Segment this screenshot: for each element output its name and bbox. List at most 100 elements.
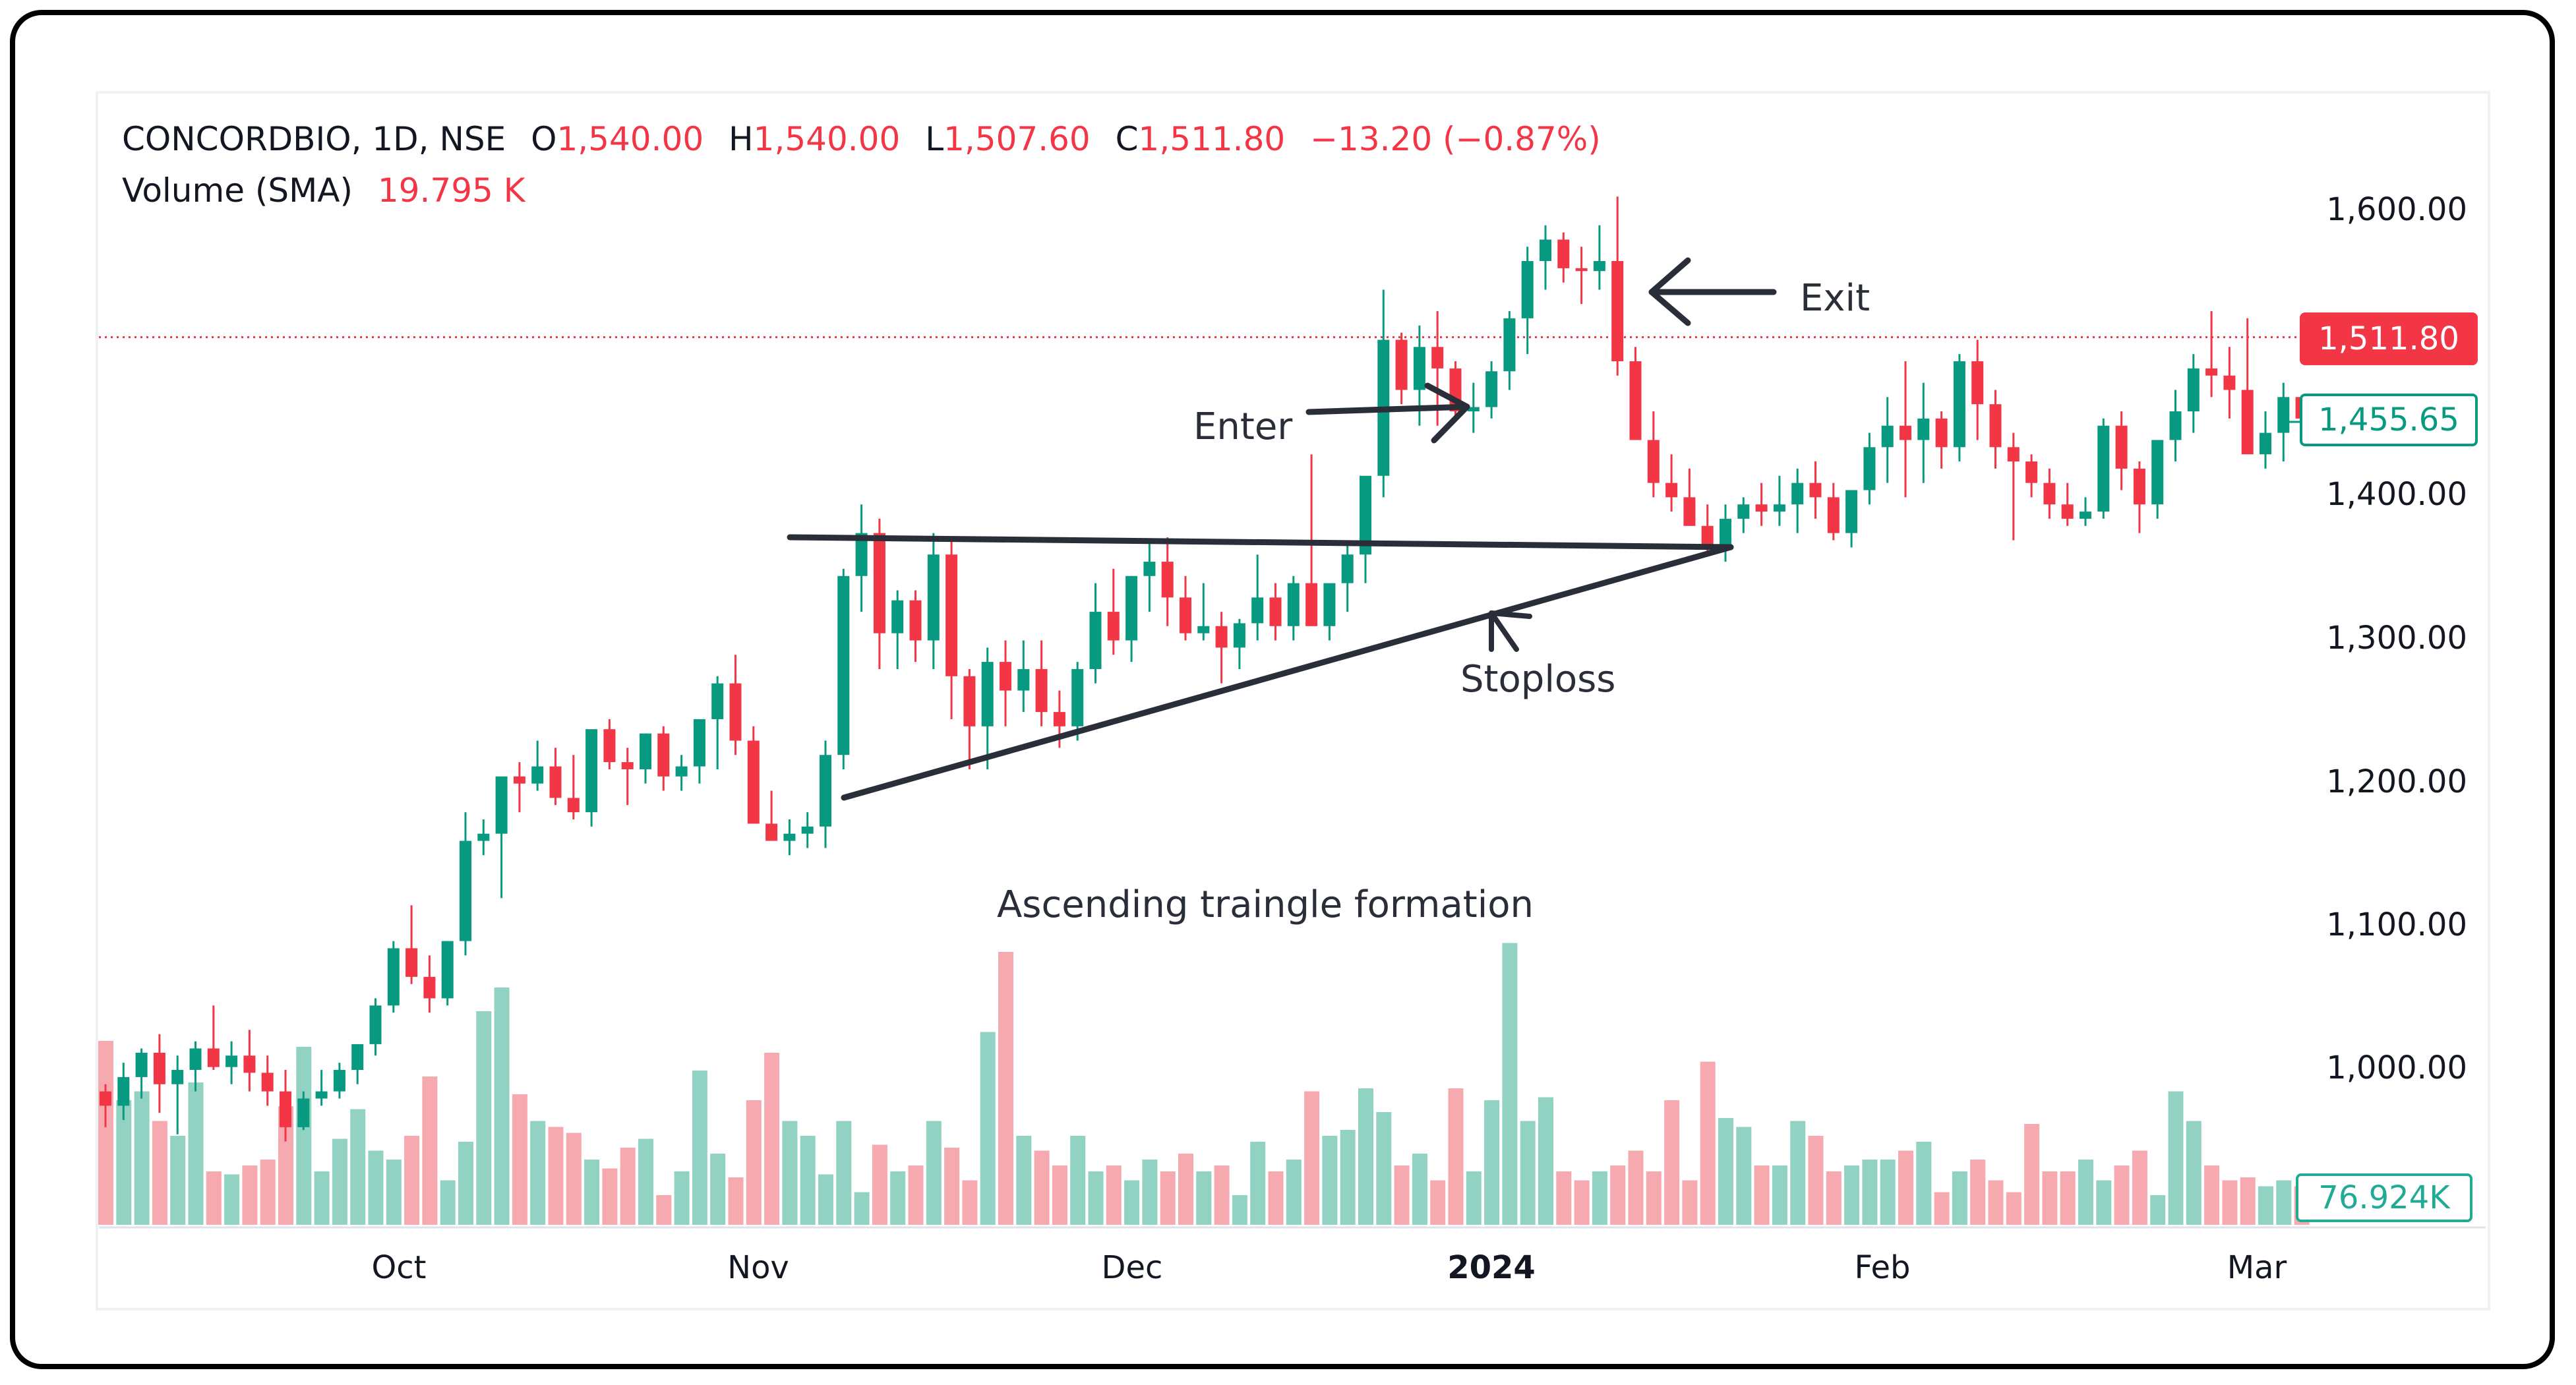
volume-bar <box>692 1071 707 1225</box>
volume-bar <box>1160 1171 1176 1225</box>
volume-bar <box>1502 943 1518 1225</box>
candle-body <box>2043 483 2056 505</box>
volume-bar <box>530 1121 546 1225</box>
volume-bar <box>854 1192 870 1225</box>
volume-label[interactable]: Volume (SMA) <box>122 171 353 210</box>
support-line <box>841 544 1734 801</box>
volume-bar <box>242 1165 258 1225</box>
candle-body <box>243 1055 256 1073</box>
candle-body <box>460 840 471 941</box>
candle-body <box>1413 347 1425 390</box>
volume-bar <box>944 1148 960 1225</box>
volume-bar <box>1268 1171 1284 1225</box>
volume-bar <box>1556 1171 1572 1225</box>
candle-body <box>927 554 940 641</box>
candle-body <box>1647 440 1660 483</box>
volume-bar <box>1520 1121 1536 1225</box>
candle-body <box>1071 668 1084 726</box>
candle-body <box>513 776 525 784</box>
volume-bar <box>782 1121 798 1225</box>
candle-body <box>1323 583 1336 626</box>
candle-body <box>1341 554 1354 583</box>
volume-bar <box>1232 1195 1247 1225</box>
candle-body <box>891 600 904 634</box>
volume-bar <box>1880 1160 1896 1225</box>
volume-bar <box>602 1168 618 1225</box>
candle-body <box>1720 518 1731 548</box>
candle-body <box>1629 361 1642 440</box>
candle-body <box>117 1076 130 1106</box>
candle-body <box>711 683 724 719</box>
candle-body <box>657 733 670 777</box>
volume-bar <box>2042 1171 2058 1225</box>
candle-body <box>909 600 922 641</box>
candle-body <box>1683 497 1696 526</box>
volume-bar <box>2222 1180 2238 1225</box>
volume-bar <box>1574 1180 1590 1225</box>
candle-body <box>855 533 868 576</box>
candle-body <box>2061 504 2074 519</box>
volume-bar <box>386 1160 402 1225</box>
candle-body <box>2133 468 2145 505</box>
volume-bar <box>620 1148 636 1225</box>
volume-bar <box>2078 1160 2093 1225</box>
volume-bar <box>1934 1192 1950 1225</box>
x-tick-feb: Feb <box>1854 1249 1911 1286</box>
volume-bar <box>1592 1171 1607 1225</box>
volume-bar <box>746 1100 762 1225</box>
candle-body <box>1917 418 1930 440</box>
y-tick-1400: 1,400.00 <box>2326 476 2467 513</box>
candle-body <box>1593 261 1605 272</box>
volume-bar <box>1682 1180 1698 1225</box>
candle-body <box>1000 662 1011 691</box>
volume-bar <box>1394 1165 1410 1225</box>
candle-body <box>567 798 580 813</box>
candle-body <box>585 729 598 813</box>
volume-bar <box>1358 1088 1373 1225</box>
candle-body <box>1575 268 1588 272</box>
candle-body <box>405 948 418 977</box>
exit-label: Exit <box>1800 277 1871 320</box>
volume-bar <box>206 1171 222 1225</box>
y-tick-1300: 1,300.00 <box>2326 620 2467 657</box>
volume-bar <box>2258 1186 2273 1225</box>
candle-body <box>1360 475 1371 555</box>
candle-body <box>729 683 742 741</box>
volume-bar <box>368 1150 384 1225</box>
candle-body <box>1125 575 1138 641</box>
candle-body <box>531 766 544 784</box>
volume-bar <box>2024 1124 2040 1225</box>
volume-bar <box>638 1138 653 1225</box>
volume-bar <box>2186 1121 2202 1225</box>
volume-bar <box>926 1121 942 1225</box>
candle-body <box>477 833 490 841</box>
candle-body <box>207 1048 220 1067</box>
volume-bar <box>1970 1160 1986 1225</box>
candle-body <box>153 1052 165 1084</box>
y-tick-1000: 1,000.00 <box>2326 1049 2467 1086</box>
volume-bar <box>440 1180 456 1225</box>
volume-bar <box>1322 1136 1338 1225</box>
volume-bar <box>1844 1165 1860 1225</box>
volume-bar <box>2276 1180 2292 1225</box>
ohlc-row: CONCORDBIO, 1D, NSE O1,540.00 H1,540.00 … <box>122 113 1601 165</box>
candle-body <box>2205 368 2218 376</box>
volume-bar <box>404 1136 420 1225</box>
candle-body <box>2260 432 2271 455</box>
candle-body <box>315 1091 328 1099</box>
symbol-label[interactable]: CONCORDBIO, 1D, NSE <box>122 120 506 158</box>
candle-body <box>1773 504 1785 512</box>
candle-body <box>1180 597 1191 634</box>
volume-bar <box>1718 1118 1733 1225</box>
close-value: 1,511.80 <box>1138 120 1286 158</box>
candle-body <box>1485 371 1498 407</box>
volume-bar <box>296 1047 312 1225</box>
volume-bar <box>2204 1165 2220 1225</box>
volume-bar <box>800 1136 816 1225</box>
candle-body <box>1215 626 1228 648</box>
candle-body <box>1863 447 1876 490</box>
last-price-tag: 1,511.80 <box>2300 312 2478 365</box>
volume-bar <box>2132 1150 2147 1225</box>
candle-body <box>2115 425 2128 469</box>
